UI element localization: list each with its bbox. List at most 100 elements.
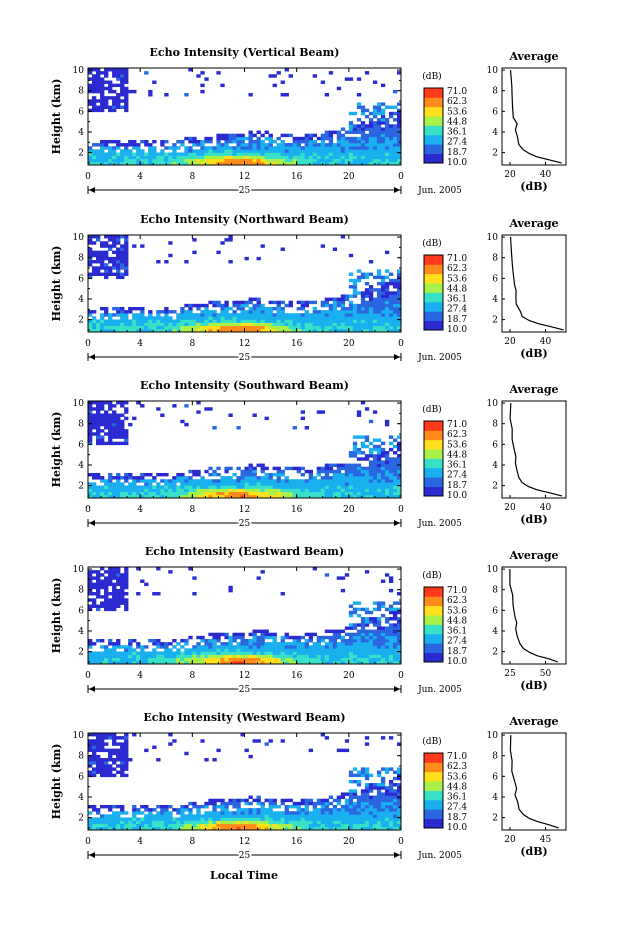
y-tick-label: 10 — [73, 731, 85, 741]
colorbar-tick-label: 27.4 — [447, 138, 467, 148]
x-tick-label: 0 — [398, 339, 404, 349]
panel-5: Echo Intensity (Westward Beam)246810Heig… — [50, 711, 566, 861]
colorbar-tick-label: 62.3 — [447, 264, 467, 274]
heatmap-cells — [88, 567, 401, 664]
avg-y-tick-label: 8 — [492, 254, 498, 264]
y-tick-label: 4 — [78, 793, 84, 803]
y-tick-label: 10 — [73, 66, 85, 76]
x-tick-label: 4 — [137, 339, 143, 349]
y-tick-label: 10 — [73, 399, 85, 409]
colorbar-tick-label: 27.4 — [447, 471, 467, 481]
avg-y-tick-label: 6 — [492, 274, 498, 284]
colorbar-tick-label: 62.3 — [447, 430, 467, 440]
colorbar-tick-label: 18.7 — [447, 148, 467, 158]
y-tick-label: 2 — [78, 316, 84, 326]
x-tick-label: 0 — [85, 172, 91, 182]
colorbar-tick-label: 36.1 — [447, 128, 467, 138]
x-tick-label: 0 — [398, 172, 404, 182]
y-tick-label: 6 — [78, 440, 84, 450]
colorbar — [424, 753, 443, 828]
avg-y-tick-label: 8 — [492, 752, 498, 762]
day-label: 25 — [239, 851, 251, 861]
x-tick-label: 0 — [398, 505, 404, 515]
avg-y-tick-label: 10 — [487, 565, 499, 575]
colorbar-tick-label: 36.1 — [447, 295, 467, 305]
x-tick-label: 0 — [398, 837, 404, 847]
colorbar-tick-label: 62.3 — [447, 762, 467, 772]
avg-y-tick-label: 4 — [492, 627, 498, 637]
colorbar-tick-label: 62.3 — [447, 97, 467, 107]
colorbar-tick-label: 62.3 — [447, 596, 467, 606]
avg-y-tick-label: 2 — [492, 814, 498, 824]
avg-x-axis-label: (dB) — [520, 347, 547, 360]
colorbar-unit: (dB) — [422, 736, 441, 747]
average-profile-line — [510, 403, 562, 496]
x-tick-label: 12 — [239, 172, 250, 182]
y-axis-label: Height (km) — [50, 412, 63, 488]
panel-title: Echo Intensity (Eastward Beam) — [145, 545, 344, 558]
colorbar-unit: (dB) — [422, 238, 441, 249]
x-tick-label: 20 — [343, 505, 355, 515]
colorbar — [424, 88, 443, 163]
y-tick-label: 8 — [78, 420, 84, 430]
x-tick-label: 16 — [291, 172, 303, 182]
colorbar-tick-label: 53.6 — [447, 274, 467, 284]
colorbar-tick-label: 44.8 — [447, 616, 467, 626]
x-tick-label: 0 — [85, 505, 91, 515]
y-tick-label: 6 — [78, 606, 84, 616]
panel-1: Echo Intensity (Vertical Beam)246810Heig… — [50, 46, 566, 196]
average-title: Average — [508, 549, 558, 562]
x-tick-label: 20 — [343, 671, 355, 681]
x-tick-label: 20 — [343, 837, 355, 847]
day-label: 25 — [239, 353, 251, 363]
avg-y-tick-label: 2 — [492, 316, 498, 326]
avg-y-tick-label: 10 — [487, 66, 499, 76]
x-tick-label: 4 — [137, 837, 143, 847]
avg-x-tick-label: 20 — [504, 835, 516, 845]
colorbar-tick-label: 71.0 — [447, 586, 467, 596]
colorbar-tick-label: 36.1 — [447, 793, 467, 803]
y-tick-label: 2 — [78, 648, 84, 658]
colorbar-tick-label: 36.1 — [447, 627, 467, 637]
avg-y-tick-label: 6 — [492, 606, 498, 616]
average-title: Average — [508, 50, 558, 63]
x-tick-label: 16 — [291, 837, 303, 847]
x-tick-label: 8 — [189, 339, 195, 349]
avg-y-tick-label: 10 — [487, 399, 499, 409]
colorbar-tick-label: 44.8 — [447, 782, 467, 792]
colorbar-tick-label: 27.4 — [447, 803, 467, 813]
colorbar — [424, 421, 443, 496]
heatmap-cells — [88, 235, 401, 332]
colorbar-tick-label: 10.0 — [447, 657, 467, 667]
x-tick-label: 8 — [189, 671, 195, 681]
month-label: Jun. 2005 — [417, 685, 462, 695]
colorbar-tick-label: 10.0 — [447, 491, 467, 501]
y-tick-label: 8 — [78, 254, 84, 264]
y-tick-label: 2 — [78, 814, 84, 824]
x-tick-label: 8 — [189, 505, 195, 515]
day-label: 25 — [239, 519, 251, 529]
colorbar-tick-label: 44.8 — [447, 284, 467, 294]
colorbar-tick-label: 44.8 — [447, 117, 467, 127]
month-label: Jun. 2005 — [417, 519, 462, 529]
x-axis-label-local-time: Local Time — [210, 869, 278, 882]
colorbar-tick-label: 10.0 — [447, 325, 467, 335]
y-tick-label: 4 — [78, 128, 84, 138]
colorbar-tick-label: 44.8 — [447, 450, 467, 460]
average-profile-line — [510, 735, 558, 828]
colorbar-tick-label: 18.7 — [447, 315, 467, 325]
panel-title: Echo Intensity (Vertical Beam) — [149, 46, 339, 59]
day-label: 25 — [239, 186, 251, 196]
avg-y-tick-label: 6 — [492, 107, 498, 117]
colorbar-tick-label: 53.6 — [447, 107, 467, 117]
avg-y-tick-label: 4 — [492, 128, 498, 138]
avg-y-tick-label: 8 — [492, 420, 498, 430]
avg-x-tick-label: 20 — [504, 503, 516, 513]
y-tick-label: 4 — [78, 295, 84, 305]
avg-x-tick-label: 25 — [504, 669, 516, 679]
month-label: Jun. 2005 — [417, 186, 462, 196]
avg-y-tick-label: 8 — [492, 87, 498, 97]
colorbar-tick-label: 53.6 — [447, 606, 467, 616]
x-tick-label: 4 — [137, 505, 143, 515]
colorbar-tick-label: 71.0 — [447, 752, 467, 762]
